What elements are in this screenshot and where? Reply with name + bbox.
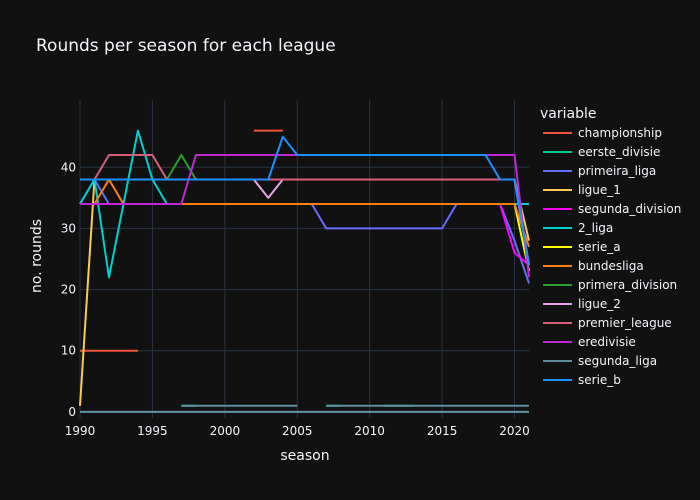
series-eredivisie[interactable] [80, 154, 530, 278]
series-2_liga[interactable] [79, 129, 529, 279]
x-tick-label: 2020 [499, 424, 530, 438]
x-tick-label: 2010 [354, 424, 385, 438]
legend-label: championship [578, 126, 662, 140]
x-tick-label: 2005 [282, 424, 313, 438]
x-tick-label: 1990 [65, 424, 96, 438]
y-tick-label: 20 [61, 283, 76, 297]
y-tick-label: 0 [68, 405, 76, 419]
series-segunda_liga[interactable] [80, 404, 529, 413]
legend-label: bundesliga [578, 259, 644, 273]
legend-label: primera_division [578, 278, 677, 292]
x-axis-title: season [280, 448, 329, 464]
legend-label: eredivisie [578, 335, 636, 349]
series-serie_b[interactable] [80, 135, 530, 266]
x-axis-ticks: 1990 1995 2000 2005 2010 2015 2020 [65, 424, 530, 438]
chart-title: Rounds per season for each league [36, 36, 336, 56]
legend-label: segunda_division [578, 202, 681, 216]
x-tick-label: 1995 [137, 424, 168, 438]
legend-item-championship[interactable]: championship [543, 126, 662, 140]
series-lines [79, 129, 530, 413]
legend-label: ligue_1 [578, 183, 621, 197]
legend-label: primeira_liga [578, 164, 656, 178]
y-axis-ticks: 0 10 20 30 40 [61, 160, 76, 419]
series-line-serie_b[interactable] [80, 135, 530, 266]
legend-label: serie_a [578, 240, 621, 254]
legend-item-ligue_1[interactable]: ligue_1 [543, 183, 621, 197]
y-tick-label: 10 [61, 344, 76, 358]
legend-label: premier_league [578, 316, 672, 330]
plot-area [80, 100, 529, 418]
legend-item-eerste_divisie[interactable]: eerste_divisie [543, 145, 660, 159]
legend-label: serie_b [578, 373, 621, 387]
legend[interactable]: variable championship eerste_divisieprime… [540, 106, 681, 387]
legend-item-serie_a[interactable]: serie_a [543, 240, 621, 254]
legend-label: 2_liga [578, 221, 613, 235]
y-tick-label: 40 [61, 160, 76, 174]
x-tick-label: 2000 [210, 424, 241, 438]
plot-background [80, 100, 529, 418]
series-line-eredivisie[interactable] [80, 154, 530, 278]
legend-item-premier_league[interactable]: premier_league [543, 316, 672, 330]
y-axis-title: no. rounds [29, 219, 45, 293]
legend-item-segunda_division[interactable]: segunda_division [543, 202, 681, 216]
legend-label: segunda_liga [578, 354, 657, 368]
legend-title: variable [540, 106, 596, 122]
legend-item-ligue_2[interactable]: ligue_2 [543, 297, 621, 311]
legend-label: ligue_2 [578, 297, 621, 311]
series-championship[interactable] [80, 129, 283, 352]
legend-label: eerste_divisie [578, 145, 660, 159]
legend-item-bundesliga[interactable]: bundesliga [543, 259, 644, 273]
legend-item-eredivisie[interactable]: eredivisie [543, 335, 636, 349]
legend-item-2_liga[interactable]: 2_liga [543, 221, 613, 235]
series-line-2_liga[interactable] [79, 129, 529, 279]
x-tick-label: 2015 [427, 424, 458, 438]
legend-item-segunda_liga[interactable]: segunda_liga [543, 354, 657, 368]
legend-item-primeira_liga[interactable]: primeira_liga [543, 164, 656, 178]
legend-item-primera_division[interactable]: primera_division [543, 278, 677, 292]
y-tick-label: 30 [61, 221, 76, 235]
legend-item-serie_b[interactable]: serie_b [543, 373, 621, 387]
